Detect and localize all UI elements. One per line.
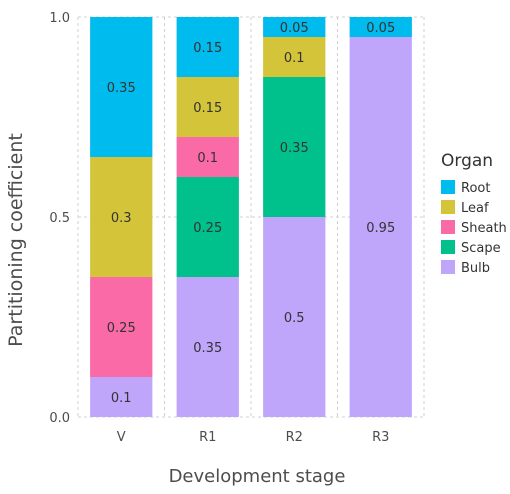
data-label: 0.25 (193, 221, 222, 236)
bar-segment-root (90, 17, 153, 157)
legend-swatch-root (441, 180, 455, 194)
data-label: 0.25 (107, 321, 136, 336)
bar-segment-scape (263, 77, 326, 217)
bar-segment-root (349, 17, 412, 37)
data-label: 0.35 (193, 341, 222, 356)
data-label: 0.15 (193, 101, 222, 116)
legend-label-bulb: Bulb (461, 261, 490, 276)
legend-swatch-sheath (441, 220, 455, 234)
data-label: 0.95 (366, 221, 395, 236)
legend-swatch-leaf (441, 200, 455, 214)
bar-segment-root (176, 17, 239, 77)
x-axis-label: Development stage (169, 466, 346, 487)
bar-segment-root (263, 17, 326, 37)
bar-segment-bulb (176, 277, 239, 417)
bar-segment-sheath (176, 137, 239, 177)
axes-layer: 0.0 0.5 1.0 V R1 R2 R3 (49, 11, 389, 445)
legend-swatch-scape (441, 240, 455, 254)
legend-title: Organ (441, 151, 493, 171)
data-label: 0.5 (284, 311, 305, 326)
y-tick-label: 1.0 (49, 11, 70, 26)
bar-segment-scape (176, 177, 239, 277)
data-label: 0.05 (366, 21, 395, 36)
data-label: 0.1 (284, 51, 305, 66)
legend-label-root: Root (461, 181, 490, 196)
data-label: 0.05 (280, 21, 309, 36)
y-tick-label: 0.0 (49, 411, 70, 426)
bar-segment-leaf (90, 157, 153, 277)
data-label: 0.1 (111, 391, 132, 406)
bar-segment-leaf (176, 77, 239, 137)
y-tick-label: 0.5 (49, 211, 70, 226)
legend-label-leaf: Leaf (461, 201, 489, 216)
data-label: 0.1 (197, 151, 218, 166)
x-tick-label: R2 (286, 430, 303, 445)
bar-segment-sheath (90, 277, 153, 377)
bar-segment-bulb (90, 377, 153, 417)
bar-segment-bulb (349, 37, 412, 417)
data-label: 0.35 (107, 81, 136, 96)
legend-label-sheath: Sheath (461, 221, 507, 236)
bars-layer: 0.1 0.25 0.3 0.35 0.35 0.25 0.1 0.15 0.15 0.5 0.35… (90, 17, 412, 417)
data-label: 0.15 (193, 41, 222, 56)
x-tick-label: R3 (372, 430, 389, 445)
legend: Organ Root Leaf Sheath Scape Bulb (441, 151, 507, 276)
data-label: 0.3 (111, 211, 132, 226)
x-tick-label: V (117, 430, 126, 445)
bar-segment-leaf (263, 37, 326, 77)
bar-segment-bulb (263, 217, 326, 417)
x-tick-label: R1 (199, 430, 216, 445)
data-label: 0.35 (280, 141, 309, 156)
legend-label-scape: Scape (461, 241, 501, 256)
y-axis-label: Partitioning coefficient (5, 133, 27, 347)
legend-swatch-bulb (441, 260, 455, 274)
